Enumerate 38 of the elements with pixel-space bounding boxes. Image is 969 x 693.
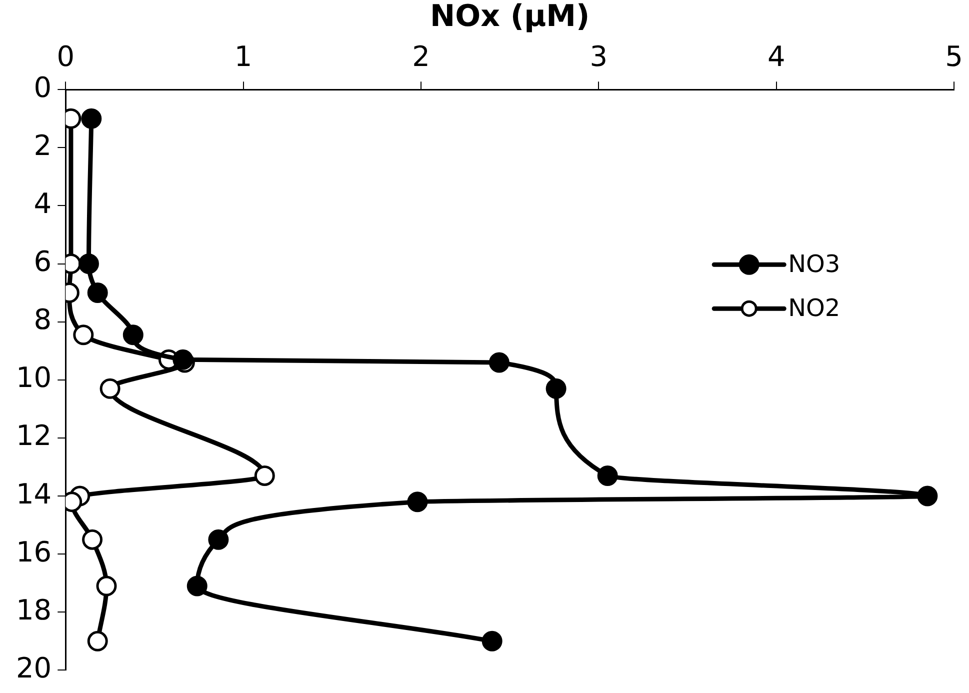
y-tick-label: 0 bbox=[34, 70, 52, 104]
point bbox=[96, 576, 117, 596]
y-tick-label: 12 bbox=[16, 419, 52, 452]
point bbox=[122, 324, 144, 346]
x-tick-label: 5 bbox=[945, 40, 964, 74]
point bbox=[87, 282, 108, 304]
point bbox=[73, 324, 94, 346]
point bbox=[78, 254, 99, 274]
x-tick-label: 0 bbox=[56, 40, 75, 74]
y-tick-label: 8 bbox=[34, 303, 52, 336]
x-tick-label: 1 bbox=[234, 40, 252, 74]
point bbox=[186, 576, 208, 596]
point bbox=[488, 352, 510, 373]
x-tick-label: 3 bbox=[590, 40, 608, 74]
y-tick-label: 20 bbox=[16, 651, 52, 684]
x-tick-label: 2 bbox=[412, 40, 430, 74]
y-tick-label: 2 bbox=[34, 128, 52, 162]
point bbox=[254, 465, 275, 486]
y-tick-label: 16 bbox=[16, 535, 52, 568]
legend-label: NO3 bbox=[788, 250, 840, 278]
y-tick-label: 4 bbox=[34, 187, 52, 220]
y-tick-label: 18 bbox=[16, 593, 52, 626]
point bbox=[81, 108, 102, 129]
x-axis-title: NOx (µM) bbox=[430, 0, 590, 34]
point bbox=[87, 630, 108, 652]
point bbox=[82, 529, 103, 550]
point bbox=[407, 492, 428, 512]
x-tick-label: 4 bbox=[767, 40, 786, 74]
point bbox=[546, 378, 566, 399]
y-tick-label: 6 bbox=[34, 245, 52, 278]
point bbox=[597, 465, 618, 486]
y-tick-label: 14 bbox=[16, 477, 52, 510]
point bbox=[917, 486, 938, 506]
point bbox=[482, 630, 502, 652]
y-tick-label: 10 bbox=[16, 361, 52, 394]
legend-label: NO2 bbox=[788, 294, 840, 322]
point bbox=[208, 529, 229, 550]
point bbox=[100, 378, 120, 399]
